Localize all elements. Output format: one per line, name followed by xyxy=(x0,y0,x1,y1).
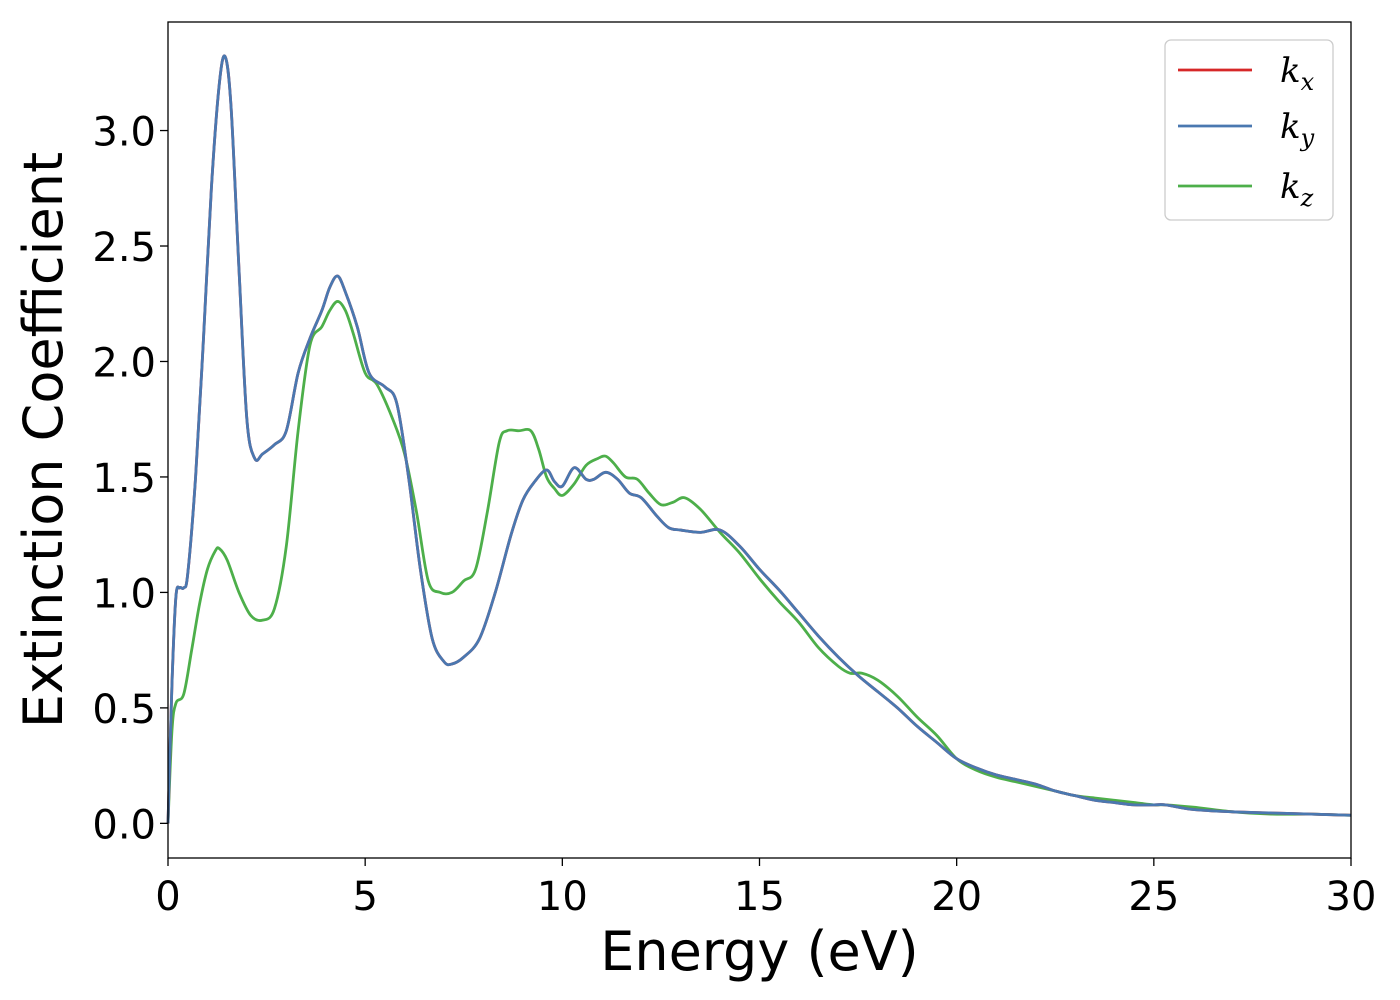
x-tick-label: 30 xyxy=(1326,874,1377,920)
x-ticks: 0 5 10 15 20 25 30 xyxy=(155,858,1376,920)
legend-label-ky: ky xyxy=(1280,107,1315,152)
x-tick-label: 0 xyxy=(155,874,180,920)
legend-label-kx-base: k xyxy=(1280,51,1301,91)
legend-label-kz-sub: z xyxy=(1300,184,1314,212)
legend: kx ky kz xyxy=(1164,39,1334,221)
y-tick-label: 2.0 xyxy=(92,340,156,386)
y-axis-label: Extinction Coefficient xyxy=(12,152,75,728)
y-tick-label: 1.5 xyxy=(92,456,156,502)
x-tick-label: 20 xyxy=(931,874,982,920)
series-line-ky xyxy=(166,54,1352,824)
legend-box xyxy=(1164,39,1334,221)
y-ticks: 0.0 0.5 1.0 1.5 2.0 2.5 3.0 xyxy=(92,110,168,848)
legend-label-kx-sub: x xyxy=(1301,68,1315,96)
legend-label-kz: kz xyxy=(1280,167,1314,212)
x-tick-label: 5 xyxy=(352,874,377,920)
legend-label-ky-sub: y xyxy=(1300,124,1315,152)
series-layer xyxy=(166,54,1352,824)
x-tick-label: 10 xyxy=(537,874,588,920)
y-tick-label: 1.0 xyxy=(92,571,156,617)
legend-label-kx: kx xyxy=(1280,51,1315,96)
y-tick-label: 0.0 xyxy=(92,802,156,848)
y-tick-label: 2.5 xyxy=(92,225,156,271)
x-tick-label: 25 xyxy=(1128,874,1179,920)
legend-label-kz-base: k xyxy=(1280,167,1301,207)
series-line-kz xyxy=(166,300,1352,824)
legend-label-ky-base: k xyxy=(1280,107,1301,147)
x-axis-label: Energy (eV) xyxy=(600,920,919,983)
y-tick-label: 3.0 xyxy=(92,110,156,156)
x-tick-label: 15 xyxy=(734,874,785,920)
y-tick-label: 0.5 xyxy=(92,687,156,733)
